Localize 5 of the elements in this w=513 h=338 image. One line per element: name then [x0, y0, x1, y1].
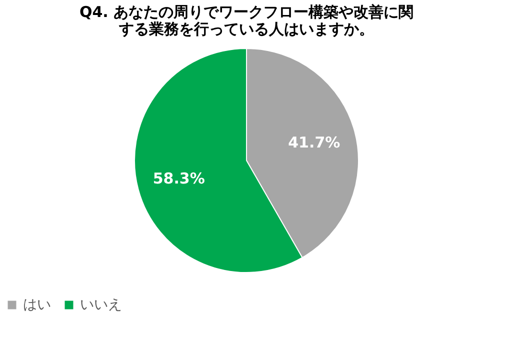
chart-title: Q4. あなたの周りでワークフロー構築や改善に関する業務を行っている人はいますか。 [79, 3, 414, 38]
data-label: 41.7% [288, 133, 340, 152]
data-label: 58.3% [152, 170, 205, 188]
legend-label: はい [23, 297, 51, 313]
legend-label: いいえ [80, 297, 122, 313]
